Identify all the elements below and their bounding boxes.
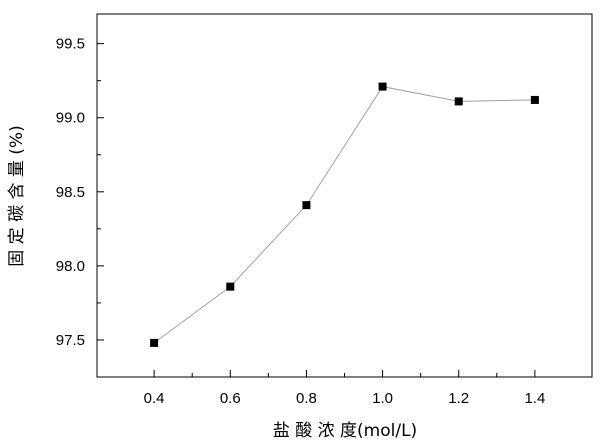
y-tick-label: 98.5 [56,184,85,201]
data-point [378,82,387,91]
series-line-0 [153,86,535,344]
data-point [150,338,159,347]
y-tick-label: 99.0 [56,110,85,127]
y-tick-label: 99.5 [56,36,85,53]
y-axis-label: 固 定 碳 含 量 (%) [7,125,27,266]
ticks [97,43,536,377]
x-tick-label: 1.4 [524,390,545,407]
y-tick-label: 97.5 [56,332,85,349]
y-tick-label: 98.0 [56,258,85,275]
data-point [530,95,539,104]
x-tick-label: 0.8 [296,390,317,407]
x-tick-label: 1.0 [372,390,393,407]
x-axis-label: 盐 酸 浓 度(mol/L) [273,421,417,441]
data-point [302,201,311,210]
data-point [226,282,235,291]
x-tick-label: 0.4 [144,390,165,407]
x-tick-label: 1.2 [448,390,469,407]
series [150,82,539,347]
tick-labels: 0.4 0.6 0.8 1.0 1.2 1.4 97.5 98.0 98.5 99.0 99.5 [56,36,546,407]
plot-frame [96,13,593,378]
x-tick-label: 0.6 [220,390,241,407]
data-point [454,97,463,106]
